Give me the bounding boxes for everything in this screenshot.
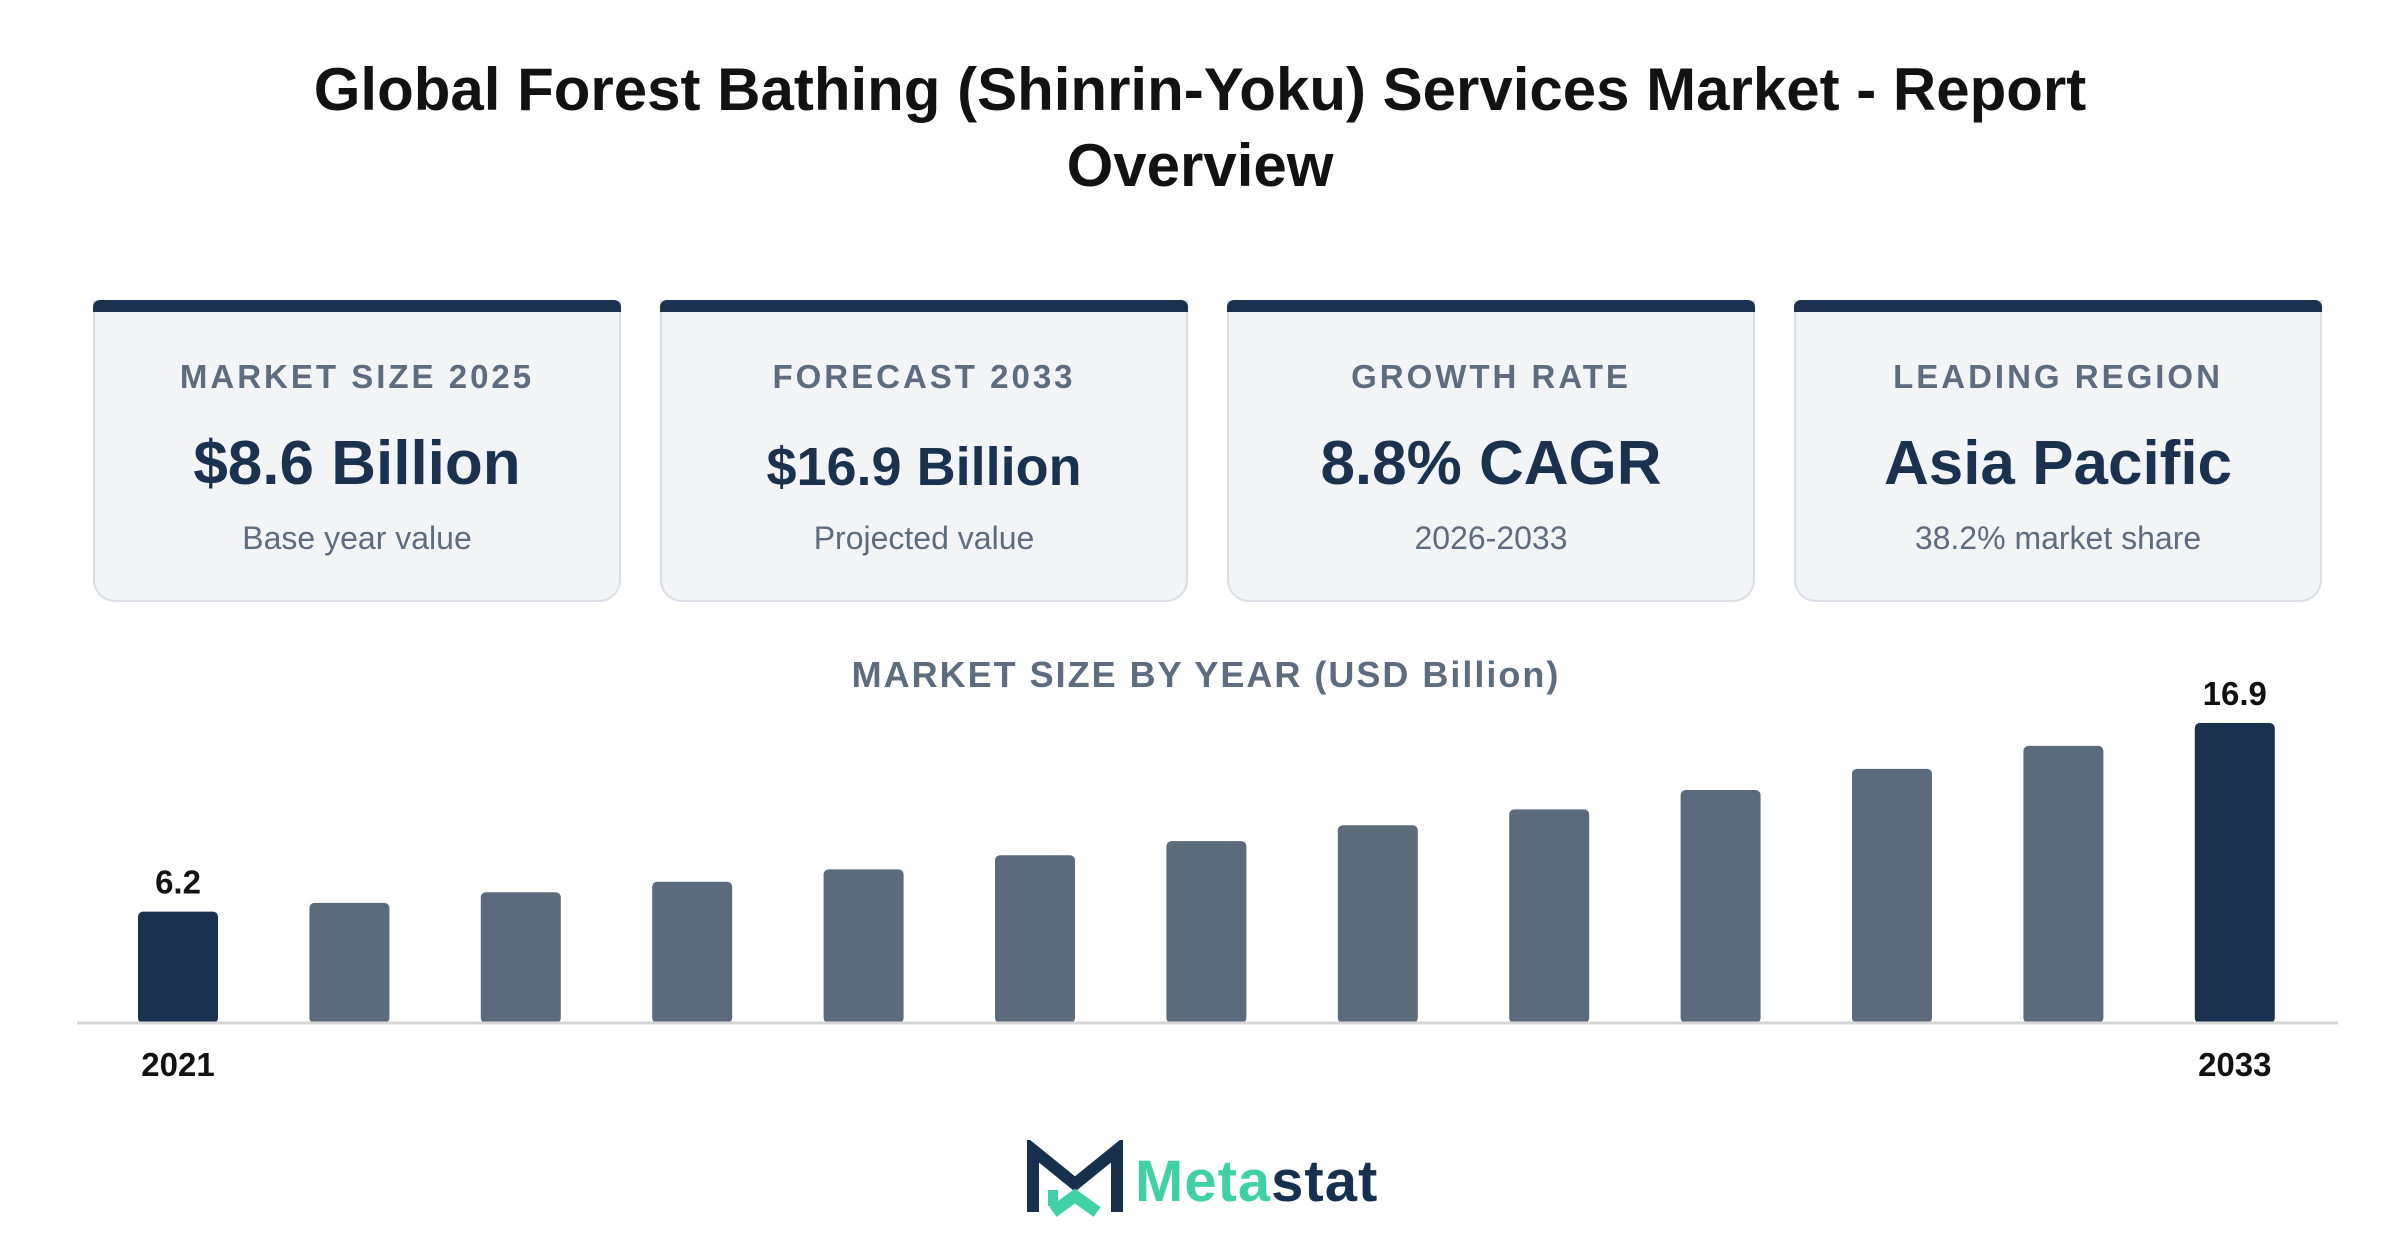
bar-2033 (2194, 723, 2275, 1023)
bar-2031 (1852, 768, 1932, 1023)
x-tick-label-2021: 2021 (141, 1046, 214, 1083)
kpi-cards: MARKET SIZE 2025 $8.6 Billion Base year … (0, 0, 2400, 620)
logo-wordmark: Metastat (1135, 1148, 1378, 1215)
x-tick-label-2033: 2033 (2198, 1046, 2271, 1083)
kpi-card-market-size: MARKET SIZE 2025 $8.6 Billion Base year … (93, 300, 621, 602)
page-title: Global Forest Bathing (Shinrin-Yoku) Ser… (313, 56, 2087, 199)
bar-2021 (138, 911, 218, 1023)
kpi-card-forecast: FORECAST 2033 $16.9 Billion Projected va… (660, 300, 1188, 602)
card-value: $8.6 Billion (193, 429, 521, 498)
card-value: 8.8% CAGR (1320, 429, 1662, 498)
card-value: Asia Pacific (1883, 429, 2233, 498)
chart-title: MARKET SIZE BY YEAR (USD Billion) (852, 654, 1561, 695)
card-subtext: Base year value (242, 520, 472, 556)
bar-2032 (2023, 745, 2104, 1023)
bar-2030 (1680, 790, 1761, 1023)
card-accent-bar (660, 300, 1188, 312)
bar-2026 (995, 855, 1075, 1023)
card-accent-bar (93, 300, 621, 312)
bar-2029 (1509, 809, 1590, 1023)
bar-2028 (1337, 825, 1418, 1023)
kpi-card-growth-rate: GROWTH RATE 8.8% CAGR 2026-2033 (1227, 300, 1755, 602)
card-accent-bar (1227, 300, 1755, 312)
card-value: $16.9 Billion (766, 437, 1082, 497)
labels-group: 6.2 2021 16.9 2033 (141, 675, 2271, 1083)
metastat-logo-icon (1027, 1140, 1123, 1217)
bar-2023 (480, 892, 561, 1023)
card-label: FORECAST 2033 (772, 358, 1076, 395)
market-size-bar-chart: MARKET SIZE BY YEAR (USD Billion) 6.2 202… (77, 654, 2338, 1083)
logo-text-stat: stat (1271, 1149, 1379, 1214)
card-subtext: Projected value (813, 520, 1035, 556)
bar-2022 (309, 902, 390, 1023)
bar-2025 (823, 869, 904, 1023)
bar-2027 (1166, 841, 1247, 1023)
metastat-logo: Metastat (1025, 1140, 1395, 1220)
card-subtext: 2026-2033 (1414, 520, 1568, 556)
bars-group (138, 723, 2275, 1023)
card-accent-bar (1794, 300, 2322, 312)
card-label: MARKET SIZE 2025 (179, 358, 535, 395)
value-label-2033: 16.9 (2203, 675, 2267, 712)
kpi-card-leading-region: LEADING REGION Asia Pacific 38.2% market… (1794, 300, 2322, 602)
bar-2024 (652, 881, 733, 1023)
logo-text-meta: Meta (1135, 1149, 1272, 1214)
value-label-2021: 6.2 (155, 864, 201, 901)
card-subtext: 38.2% market share (1914, 520, 2202, 556)
card-label: GROWTH RATE (1351, 358, 1631, 395)
card-label: LEADING REGION (1893, 358, 2223, 395)
